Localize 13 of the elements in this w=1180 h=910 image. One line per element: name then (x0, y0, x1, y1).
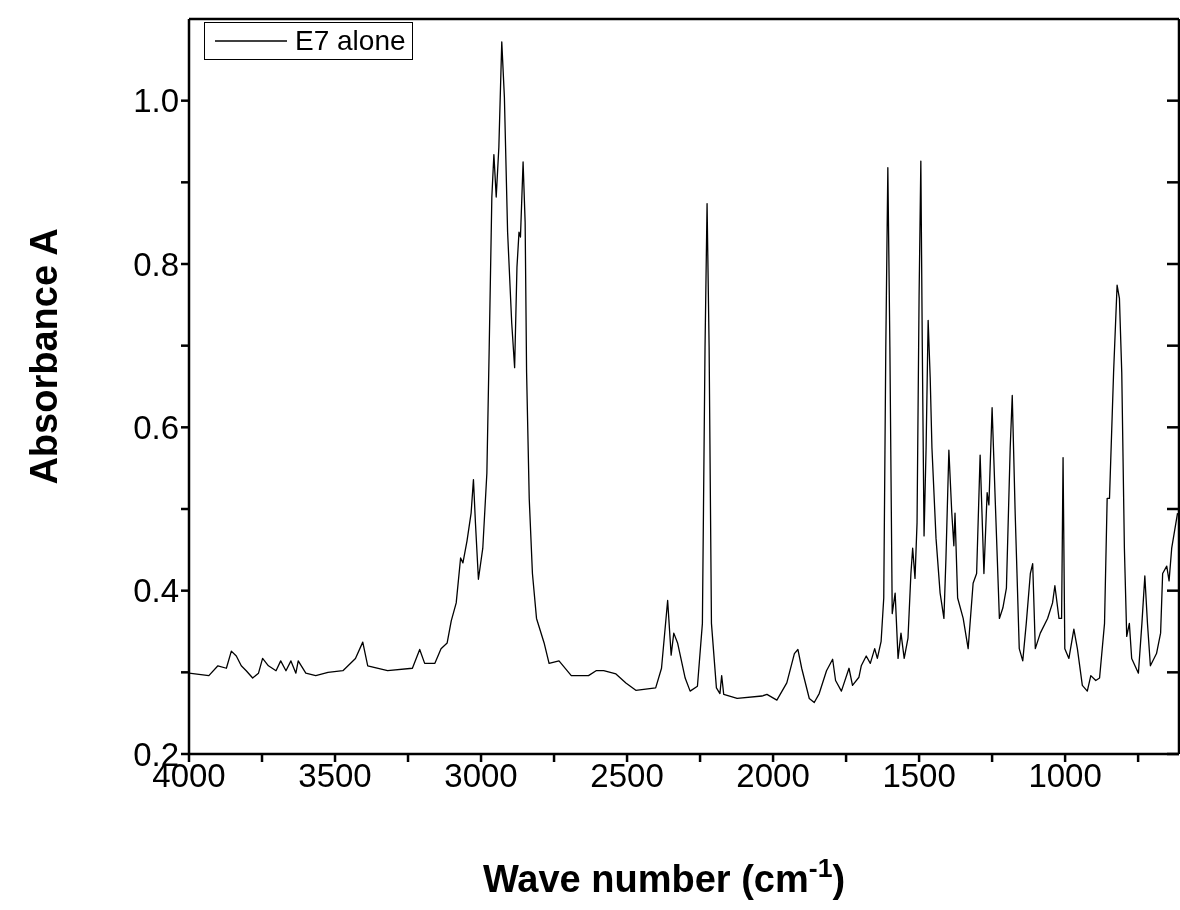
y-tick-label: 0.6 (133, 409, 179, 447)
x-tick-label: 1500 (882, 757, 956, 795)
x-tick-label: 3000 (444, 757, 518, 795)
x-tick-label: 3500 (298, 757, 372, 795)
y-tick-label: 0.8 (133, 245, 179, 283)
x-tick-label: 2500 (590, 757, 664, 795)
y-axis-title: Absorbance A (23, 228, 65, 485)
y-tick-label: 0.4 (133, 572, 179, 610)
x-tick-label: 1000 (1028, 757, 1102, 795)
x-axis-title: Wave number (cm$^{-1}$) (482, 853, 846, 900)
x-tick-label: 2000 (736, 757, 810, 795)
legend-label: E7 alone (295, 25, 406, 57)
y-tick-label: 1.0 (133, 82, 179, 120)
